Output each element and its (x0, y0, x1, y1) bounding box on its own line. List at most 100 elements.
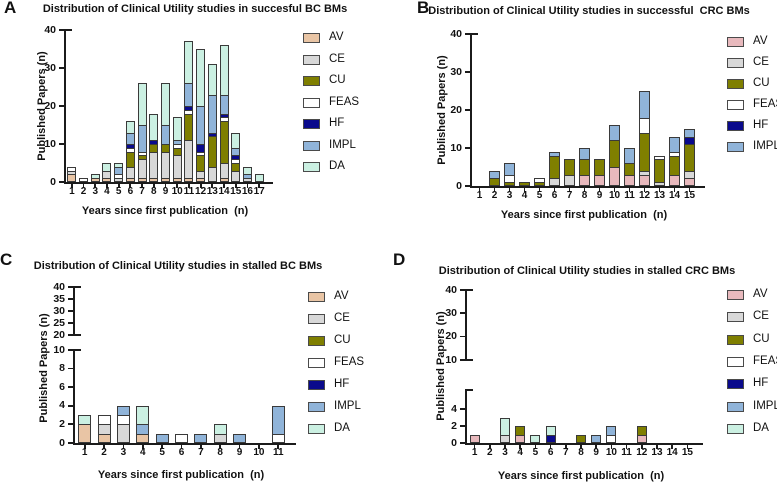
x-tick-label: 2 (487, 447, 493, 458)
y-tick (460, 408, 465, 411)
bar-segment-ce (149, 151, 159, 180)
y-tick-label: 40 (53, 280, 65, 293)
legend-swatch-feas (308, 358, 325, 368)
legend-swatch-av (303, 33, 320, 43)
legend-swatch-da (308, 424, 325, 434)
bar-segment-cu (196, 155, 206, 172)
x-tick (176, 184, 179, 188)
x-axis-line (73, 443, 296, 445)
bar-segment-cu (609, 140, 620, 168)
bar-segment-cu (564, 159, 575, 176)
legend-label-ce: CE (753, 56, 769, 68)
x-tick-label: 4 (139, 447, 146, 458)
bar-segment-cu (576, 434, 586, 443)
bar-segment-ce (184, 140, 194, 180)
panel-c: C Distribution of Clinical Utility studie… (0, 248, 388, 496)
x-tick (83, 445, 86, 449)
x-tick-label: 5 (159, 447, 165, 458)
y-tick-label: 40 (44, 23, 56, 36)
bar-segment-impl (194, 433, 208, 443)
bar-segment-ce (564, 174, 575, 186)
bar-segment-av (609, 167, 620, 186)
legend-swatch-hf (727, 379, 744, 390)
legend-swatch-cu (727, 334, 744, 345)
x-tick-label: 5 (532, 447, 539, 458)
axis-break-cap (465, 359, 473, 361)
x-tick (610, 445, 613, 449)
legend-label-av: AV (753, 35, 768, 47)
x-tick (180, 445, 183, 449)
y-tick-label: 4 (59, 399, 65, 412)
bar-segment-impl (504, 163, 515, 176)
x-tick (595, 445, 598, 449)
legend-swatch-cu (303, 76, 320, 86)
bar-segment-da (136, 405, 150, 426)
legend-label-hf: HF (334, 378, 350, 390)
bar-segment-hf (545, 434, 556, 443)
x-tick (493, 188, 496, 192)
bar-segment-da (184, 41, 194, 85)
x-tick (656, 445, 658, 449)
x-tick-label: 2 (491, 190, 498, 201)
y-tick-label: 10 (445, 353, 457, 366)
legend-label-hf: HF (753, 377, 769, 390)
bar-segment-impl (579, 148, 590, 161)
x-axis-line (470, 186, 705, 188)
bar-segment-impl (684, 129, 695, 138)
bar-segment-ce (196, 170, 206, 180)
x-tick-label: 11 (183, 186, 195, 197)
y-tick-label: 30 (44, 61, 56, 74)
bar-segment-ce (125, 166, 135, 180)
y-tick-label: 10 (44, 137, 56, 150)
x-tick-label: 1 (81, 447, 88, 458)
bar-segment-impl (137, 125, 147, 153)
y-tick (460, 289, 465, 291)
bar-segment-hf (196, 144, 206, 153)
legend-label-hf: HF (753, 119, 769, 131)
legend-label-ce: CE (329, 52, 345, 65)
x-tick (211, 184, 214, 188)
x-tick-label: 6 (547, 447, 554, 458)
x-tick-label: 8 (151, 186, 157, 197)
legend-label-da: DA (753, 421, 769, 434)
y-tick-label: 30 (445, 306, 457, 319)
bar-segment-da (137, 83, 147, 126)
bar-segment-cu (654, 159, 665, 184)
y-tick (460, 359, 465, 361)
y-axis-line (73, 350, 75, 443)
bar-segment-impl (114, 166, 124, 176)
y-tick (68, 442, 73, 444)
bar-segment-feas (504, 174, 515, 184)
bar-segment-cu (149, 144, 159, 153)
y-tick (68, 298, 73, 300)
bar-segment-da (213, 424, 227, 435)
bar-segment-cu (669, 155, 680, 176)
bar-segment-cu (684, 144, 695, 172)
x-axis-title: Years since first publication (n) (497, 470, 665, 482)
x-axis-title: Years since first publication (n) (81, 205, 249, 217)
bar-segment-da (242, 166, 252, 176)
y-tick (68, 349, 73, 351)
bar-segment-da (78, 415, 92, 426)
x-tick (580, 445, 582, 449)
y-tick-label: 10 (53, 343, 65, 356)
legend-swatch-av (727, 290, 744, 300)
y-tick-label: 0 (59, 436, 65, 449)
axis-cap (470, 33, 478, 35)
y-axis-line (470, 34, 472, 186)
legend-label-feas: FEAS (753, 98, 777, 110)
legend-swatch-cu (308, 336, 325, 346)
bar-segment-feas (97, 415, 111, 426)
axis-cap (465, 289, 473, 291)
bar-segment-ce (213, 433, 227, 443)
bar-segment-impl (489, 170, 500, 180)
bar-segment-cu (624, 163, 635, 176)
x-tick-label: 14 (666, 447, 678, 458)
x-axis-title: Years since first publication (n) (500, 209, 668, 221)
bar-segment-da (254, 174, 264, 182)
bar-segment-av (97, 433, 111, 443)
x-tick-label: 7 (566, 190, 573, 201)
y-tick-label: 20 (53, 328, 65, 341)
y-tick (59, 105, 64, 107)
x-tick (686, 445, 689, 449)
